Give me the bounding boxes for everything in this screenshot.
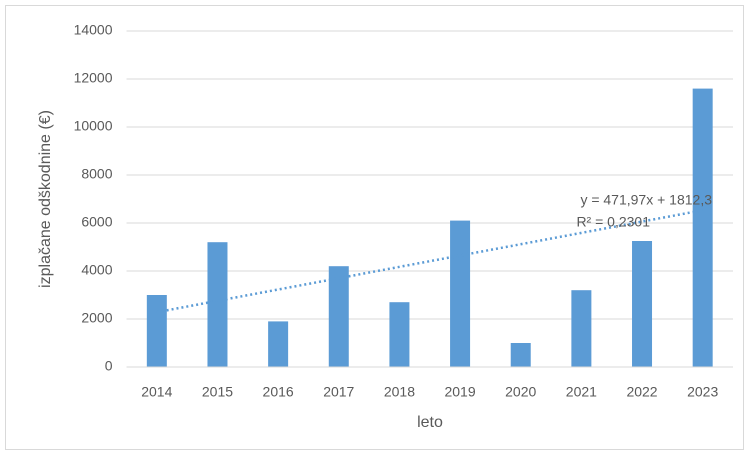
x-tick-label: 2022 xyxy=(626,384,657,400)
bar xyxy=(146,295,167,367)
x-tick-label: 2020 xyxy=(505,384,536,400)
x-tick-label: 2019 xyxy=(444,384,475,400)
y-tick-label: 6000 xyxy=(81,214,112,230)
y-tick-label: 12000 xyxy=(74,70,113,86)
x-tick-label: 2016 xyxy=(263,384,294,400)
bar xyxy=(632,241,653,367)
y-tick-label: 2000 xyxy=(81,310,112,326)
bar xyxy=(571,290,592,367)
bar xyxy=(268,321,289,367)
y-tick-label: 8000 xyxy=(81,166,112,182)
x-tick-label: 2017 xyxy=(323,384,354,400)
trendline-r2: R² = 0,2301 xyxy=(576,214,650,230)
x-axis-label: leto xyxy=(417,414,443,431)
bar xyxy=(450,220,471,367)
y-tick-label: 4000 xyxy=(81,262,112,278)
y-tick-label: 10000 xyxy=(74,118,113,134)
bar xyxy=(510,343,531,367)
bar xyxy=(389,302,410,367)
bar xyxy=(692,88,713,367)
x-tick-label: 2018 xyxy=(384,384,415,400)
x-tick-label: 2021 xyxy=(566,384,597,400)
bar xyxy=(207,242,228,367)
bar xyxy=(328,266,349,367)
x-tick-label: 2014 xyxy=(141,384,172,400)
y-axis-label: izplačane odškodnine (€) xyxy=(37,110,54,288)
trendline-equation: y = 471,97x + 1812,3 xyxy=(580,192,712,208)
y-tick-label: 14000 xyxy=(74,22,113,38)
x-tick-label: 2023 xyxy=(687,384,718,400)
y-tick-label: 0 xyxy=(105,358,113,374)
x-tick-label: 2015 xyxy=(202,384,233,400)
